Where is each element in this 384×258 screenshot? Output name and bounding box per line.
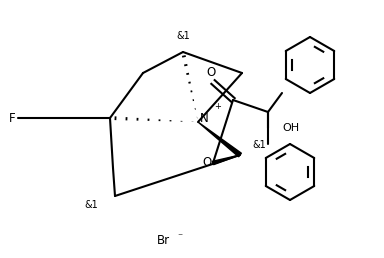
Text: OH: OH [282,123,299,133]
Text: &1: &1 [252,140,266,150]
Polygon shape [212,155,240,165]
Text: +: + [214,102,221,111]
Text: ⁻: ⁻ [177,232,182,242]
Polygon shape [198,122,242,157]
Text: &1: &1 [176,31,190,41]
Text: Br: Br [156,233,170,246]
Text: F: F [9,111,16,125]
Text: N: N [200,112,209,125]
Text: &1: &1 [84,200,98,210]
Text: O: O [206,67,216,79]
Text: O: O [202,157,212,170]
